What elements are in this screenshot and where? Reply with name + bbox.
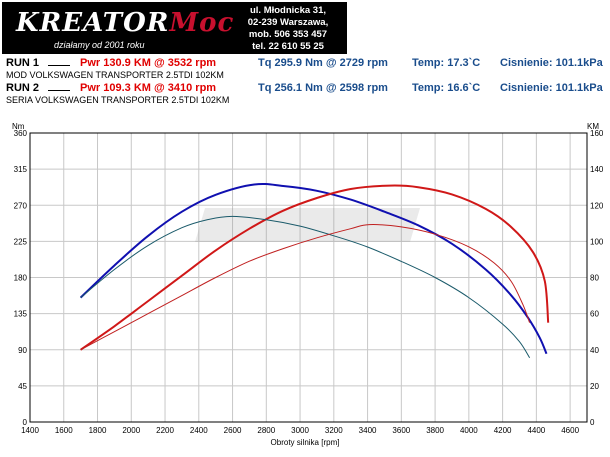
right-tick-label: 40 [590,346,599,355]
x-tick-label: 1600 [55,426,73,435]
left-tick-label: 180 [14,274,28,283]
left-axis-title: Nm [12,122,25,131]
watermark-logo [195,208,420,242]
run2-label: RUN 2 [6,82,40,94]
run2-description: SERIA VOLKSWAGEN TRANSPORTER 2.5TDI 102K… [6,95,230,105]
x-tick-label: 2200 [156,426,174,435]
run1-temp: Temp: 17.3`C [412,57,481,69]
logo-wordmark: KREATORMoc [16,8,235,38]
x-tick-label: 2800 [257,426,275,435]
x-tick-label: 4200 [494,426,512,435]
x-axis-title: Obroty silnika [rpm] [271,438,340,447]
run1-torque: Tq 295.9 Nm @ 2729 rpm [258,57,388,69]
x-tick-label: 4600 [561,426,579,435]
x-tick-label: 2400 [190,426,208,435]
left-tick-label: 0 [23,418,28,427]
plot-frame [29,132,588,423]
logo-tagline: działamy od 2001 roku [54,40,145,50]
series-line-3 [80,215,531,359]
right-tick-label: 160 [590,129,604,138]
series-line-4 [80,224,531,351]
run1-pressure: Cisnienie: 101.1kPa [500,57,603,69]
run2-power: Pwr 109.3 KM @ 3410 rpm [80,82,217,94]
run1-label: RUN 1 [6,57,40,69]
logo-banner: KREATORMoc działamy od 2001 roku ul. Mło… [2,2,347,54]
right-tick-label: 120 [590,201,604,210]
run2-torque: Tq 256.1 Nm @ 2598 rpm [258,82,388,94]
series-line-2 [80,184,550,351]
address-line: mob. 506 353 457 [248,29,328,40]
run2-line-sample [48,90,70,91]
x-tick-label: 3000 [291,426,309,435]
series-line-1 [79,182,548,355]
right-tick-label: 140 [590,165,604,174]
x-tick-label: 1400 [21,426,39,435]
run2-temp: Temp: 16.6`C [412,82,481,94]
chart-ticks: 1400 1600 1800 2000 2200 2400 2600 2800 3000 3200… [14,129,604,435]
right-tick-label: 100 [590,237,604,246]
run1-power: Pwr 130.9 KM @ 3532 rpm [80,57,217,69]
x-tick-label: 3600 [392,426,410,435]
left-tick-label: 225 [14,237,28,246]
right-tick-label: 20 [590,382,599,391]
chart-grid [29,132,587,423]
left-tick-label: 135 [14,310,28,319]
chart-watermark [195,208,420,242]
x-tick-label: 4000 [460,426,478,435]
x-tick-label: 2000 [122,426,140,435]
right-tick-label: 80 [590,274,599,283]
x-tick-label: 2600 [224,426,242,435]
left-tick-label: 315 [14,165,28,174]
x-tick-label: 4400 [527,426,545,435]
run1-description: MOD VOLKSWAGEN TRANSPORTER 2.5TDI 102KM [6,70,224,80]
run-header: RUN 1 Pwr 130.9 KM @ 3532 rpm Tq 295.9 N… [0,55,610,105]
left-tick-label: 45 [18,382,27,391]
left-tick-label: 90 [18,346,27,355]
right-axis-title: KM [587,122,599,131]
address-line: tel. 22 610 55 25 [252,41,324,52]
address-block: ul. Młodnicka 31, 02-239 Warszawa, mob. … [232,5,344,53]
run2-pressure: Cisnienie: 101.1kPa [500,82,603,94]
x-tick-label: 3200 [325,426,343,435]
run1-line-sample [48,65,70,66]
address-line: 02-239 Warszawa, [247,17,329,28]
chart-series [79,182,550,359]
x-tick-label: 3400 [359,426,377,435]
address-line: ul. Młodnicka 31, [249,5,327,16]
right-tick-label: 0 [590,418,595,427]
left-tick-label: 270 [14,201,28,210]
left-tick-label: 360 [14,129,28,138]
chart-axes [29,132,588,423]
x-tick-label: 1800 [89,426,107,435]
right-tick-label: 60 [590,310,599,319]
x-tick-label: 3800 [426,426,444,435]
